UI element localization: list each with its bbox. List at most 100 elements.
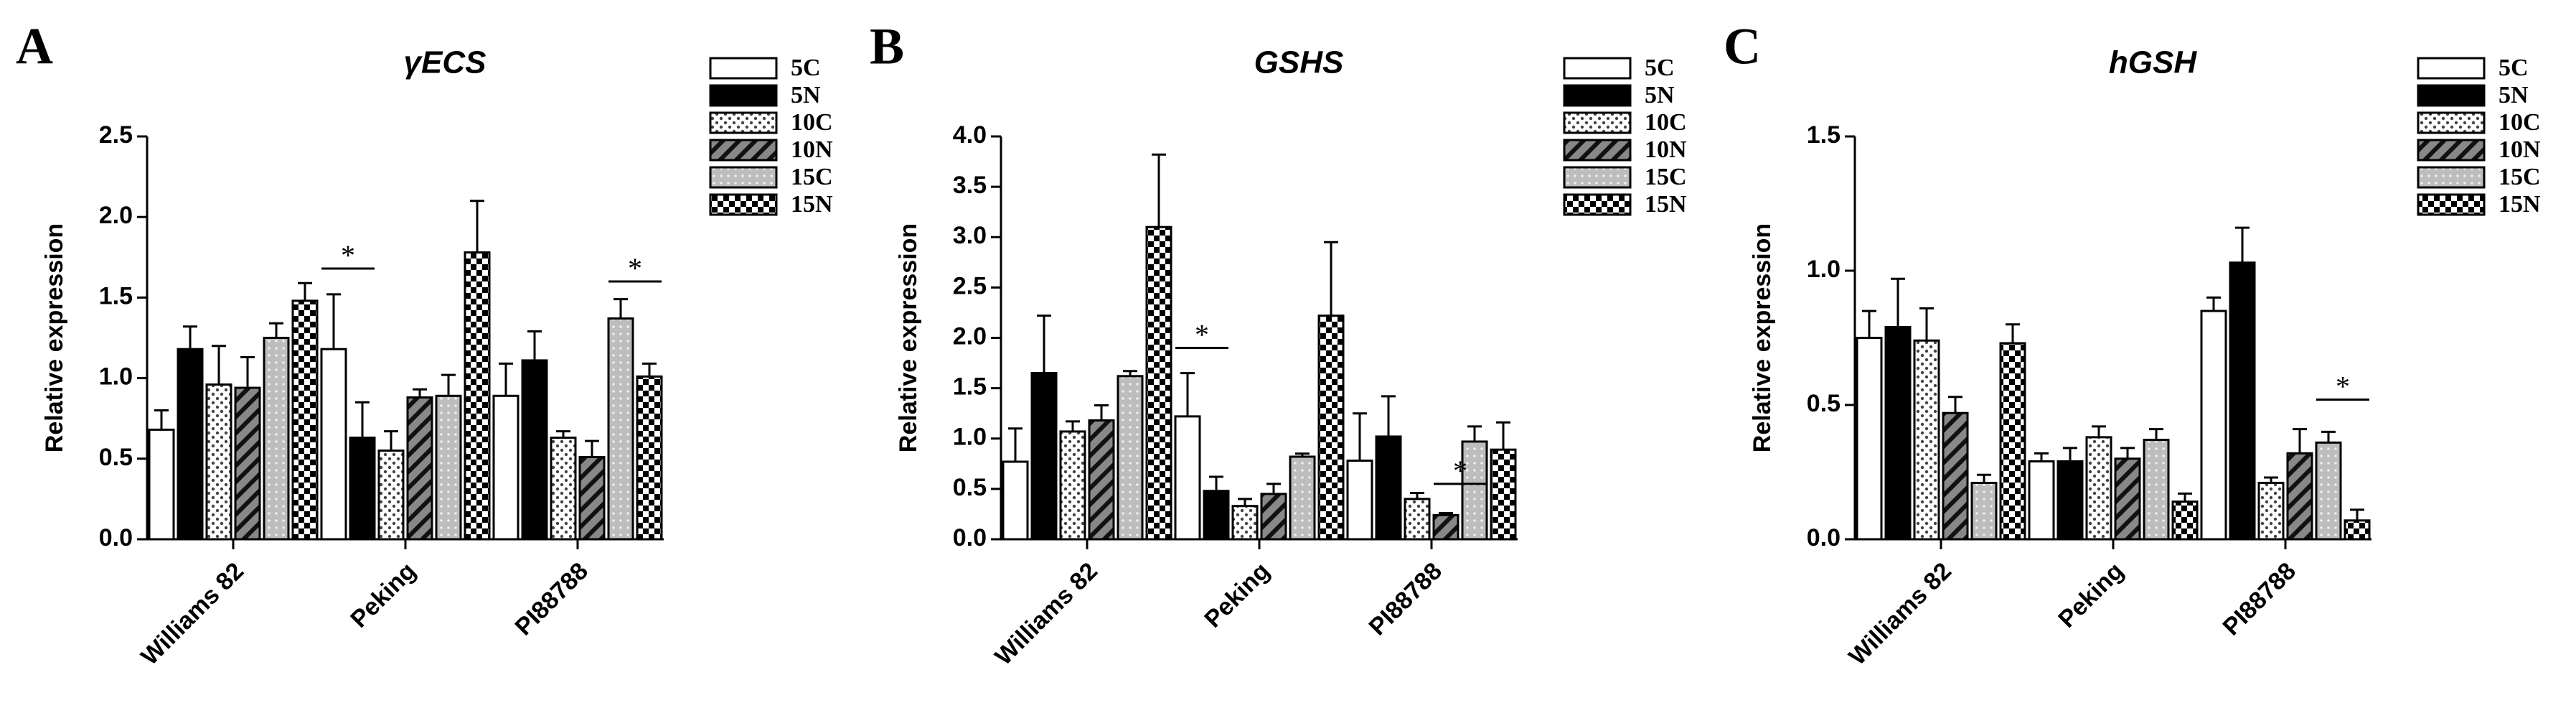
legend-label: 5C bbox=[1645, 55, 1675, 81]
x-tick-label: Williams 82 bbox=[136, 557, 249, 671]
significance-star: * bbox=[341, 239, 355, 271]
significance-star: * bbox=[1195, 319, 1209, 351]
y-tick-label: 0.5 bbox=[953, 474, 987, 501]
x-tick-label: Peking bbox=[2053, 557, 2129, 633]
bar bbox=[2114, 457, 2141, 541]
y-tick-label: 2.5 bbox=[953, 272, 987, 299]
legend-label: 5N bbox=[2499, 82, 2529, 108]
y-tick-label: 1.0 bbox=[1807, 256, 1841, 283]
legend-label: 15N bbox=[791, 191, 833, 218]
bar bbox=[1174, 415, 1201, 541]
y-tick-label: 1.5 bbox=[953, 373, 987, 401]
legend-swatch bbox=[709, 111, 778, 134]
y-tick-label: 3.5 bbox=[953, 172, 987, 199]
y-tick-label: 2.5 bbox=[99, 121, 133, 149]
bar bbox=[1289, 455, 1316, 541]
legend-swatch bbox=[1563, 139, 1632, 162]
bar bbox=[1317, 315, 1345, 541]
y-tick-label: 2.0 bbox=[953, 322, 987, 350]
significance-star: * bbox=[2336, 371, 2350, 403]
bar bbox=[636, 375, 663, 541]
bar bbox=[1490, 448, 1517, 541]
bar bbox=[521, 359, 548, 541]
x-tick-label: Williams 82 bbox=[989, 557, 1103, 671]
legend-label: 10C bbox=[1645, 109, 1687, 136]
bar bbox=[205, 383, 232, 541]
y-tick-label: 2.0 bbox=[99, 202, 133, 229]
bar bbox=[263, 337, 290, 541]
panel-letter: B bbox=[870, 18, 904, 75]
bar bbox=[1884, 326, 1912, 541]
y-tick-label: 0.5 bbox=[1807, 390, 1841, 417]
y-tick-label: 1.0 bbox=[953, 424, 987, 451]
legend-label: 15N bbox=[1645, 191, 1687, 218]
legend-swatch bbox=[1563, 111, 1632, 134]
bar bbox=[1145, 225, 1172, 541]
legend-label: 5N bbox=[791, 82, 821, 108]
bar bbox=[1999, 342, 2026, 541]
bar bbox=[349, 437, 376, 541]
legend-swatch bbox=[2417, 111, 2486, 134]
bar bbox=[2344, 519, 2371, 541]
x-tick-label: Williams 82 bbox=[1843, 557, 1957, 671]
bar bbox=[1260, 493, 1287, 541]
panel-letter: C bbox=[1724, 18, 1761, 75]
bar bbox=[1117, 375, 1144, 541]
y-axis-label: Relative expression bbox=[895, 223, 922, 452]
bar bbox=[1404, 498, 1431, 541]
legend-swatch bbox=[709, 84, 778, 107]
y-tick-label: 3.0 bbox=[953, 222, 987, 249]
legend-swatch bbox=[2417, 166, 2486, 189]
legend-swatch bbox=[1563, 166, 1632, 189]
legend-label: 15C bbox=[791, 164, 833, 190]
bar bbox=[2085, 436, 2112, 541]
legend-label: 15C bbox=[1645, 164, 1687, 190]
bar bbox=[1913, 339, 1940, 541]
bar bbox=[406, 396, 433, 541]
bar bbox=[2200, 309, 2227, 541]
bar bbox=[1059, 430, 1086, 541]
bar bbox=[1030, 372, 1058, 541]
chart-title: γECS bbox=[404, 45, 486, 80]
bar bbox=[2028, 460, 2055, 541]
bar bbox=[2286, 452, 2313, 541]
bar bbox=[1375, 435, 1402, 541]
bar bbox=[1002, 460, 1029, 541]
bar bbox=[291, 299, 319, 541]
significance-star: * bbox=[1453, 455, 1467, 487]
legend-label: 5N bbox=[1645, 82, 1675, 108]
legend-label: 15N bbox=[2499, 191, 2541, 218]
panel: B GSHS Relative expression 0.0 0.5 1.0 1.5 2.0 2… bbox=[870, 18, 1687, 671]
legend-label: 5C bbox=[791, 55, 821, 81]
legend-swatch bbox=[709, 193, 778, 216]
x-tick-label: Peking bbox=[345, 557, 421, 633]
bar bbox=[1203, 490, 1230, 541]
bar bbox=[1346, 460, 1373, 541]
y-axis-label: Relative expression bbox=[1749, 223, 1776, 452]
bar bbox=[2257, 481, 2285, 541]
y-tick-label: 1.5 bbox=[99, 282, 133, 309]
legend-swatch bbox=[2417, 193, 2486, 216]
legend-label: 10N bbox=[791, 136, 833, 163]
legend-swatch bbox=[709, 166, 778, 189]
legend-swatch bbox=[709, 57, 778, 80]
legend-swatch bbox=[709, 139, 778, 162]
bar bbox=[2315, 441, 2342, 541]
legend-swatch bbox=[2417, 139, 2486, 162]
y-tick-label: 1.5 bbox=[1807, 121, 1841, 149]
bar bbox=[435, 394, 462, 541]
bar bbox=[1970, 481, 1998, 541]
chart-title: GSHS bbox=[1254, 45, 1344, 80]
bar bbox=[1231, 505, 1259, 541]
bar bbox=[234, 386, 261, 541]
legend-swatch bbox=[1563, 57, 1632, 80]
bar bbox=[148, 428, 175, 541]
legend-label: 5C bbox=[2499, 55, 2529, 81]
significance-star: * bbox=[628, 252, 642, 284]
y-tick-label: 0.0 bbox=[99, 524, 133, 551]
bar bbox=[1088, 419, 1115, 541]
legend-label: 10C bbox=[791, 109, 833, 136]
